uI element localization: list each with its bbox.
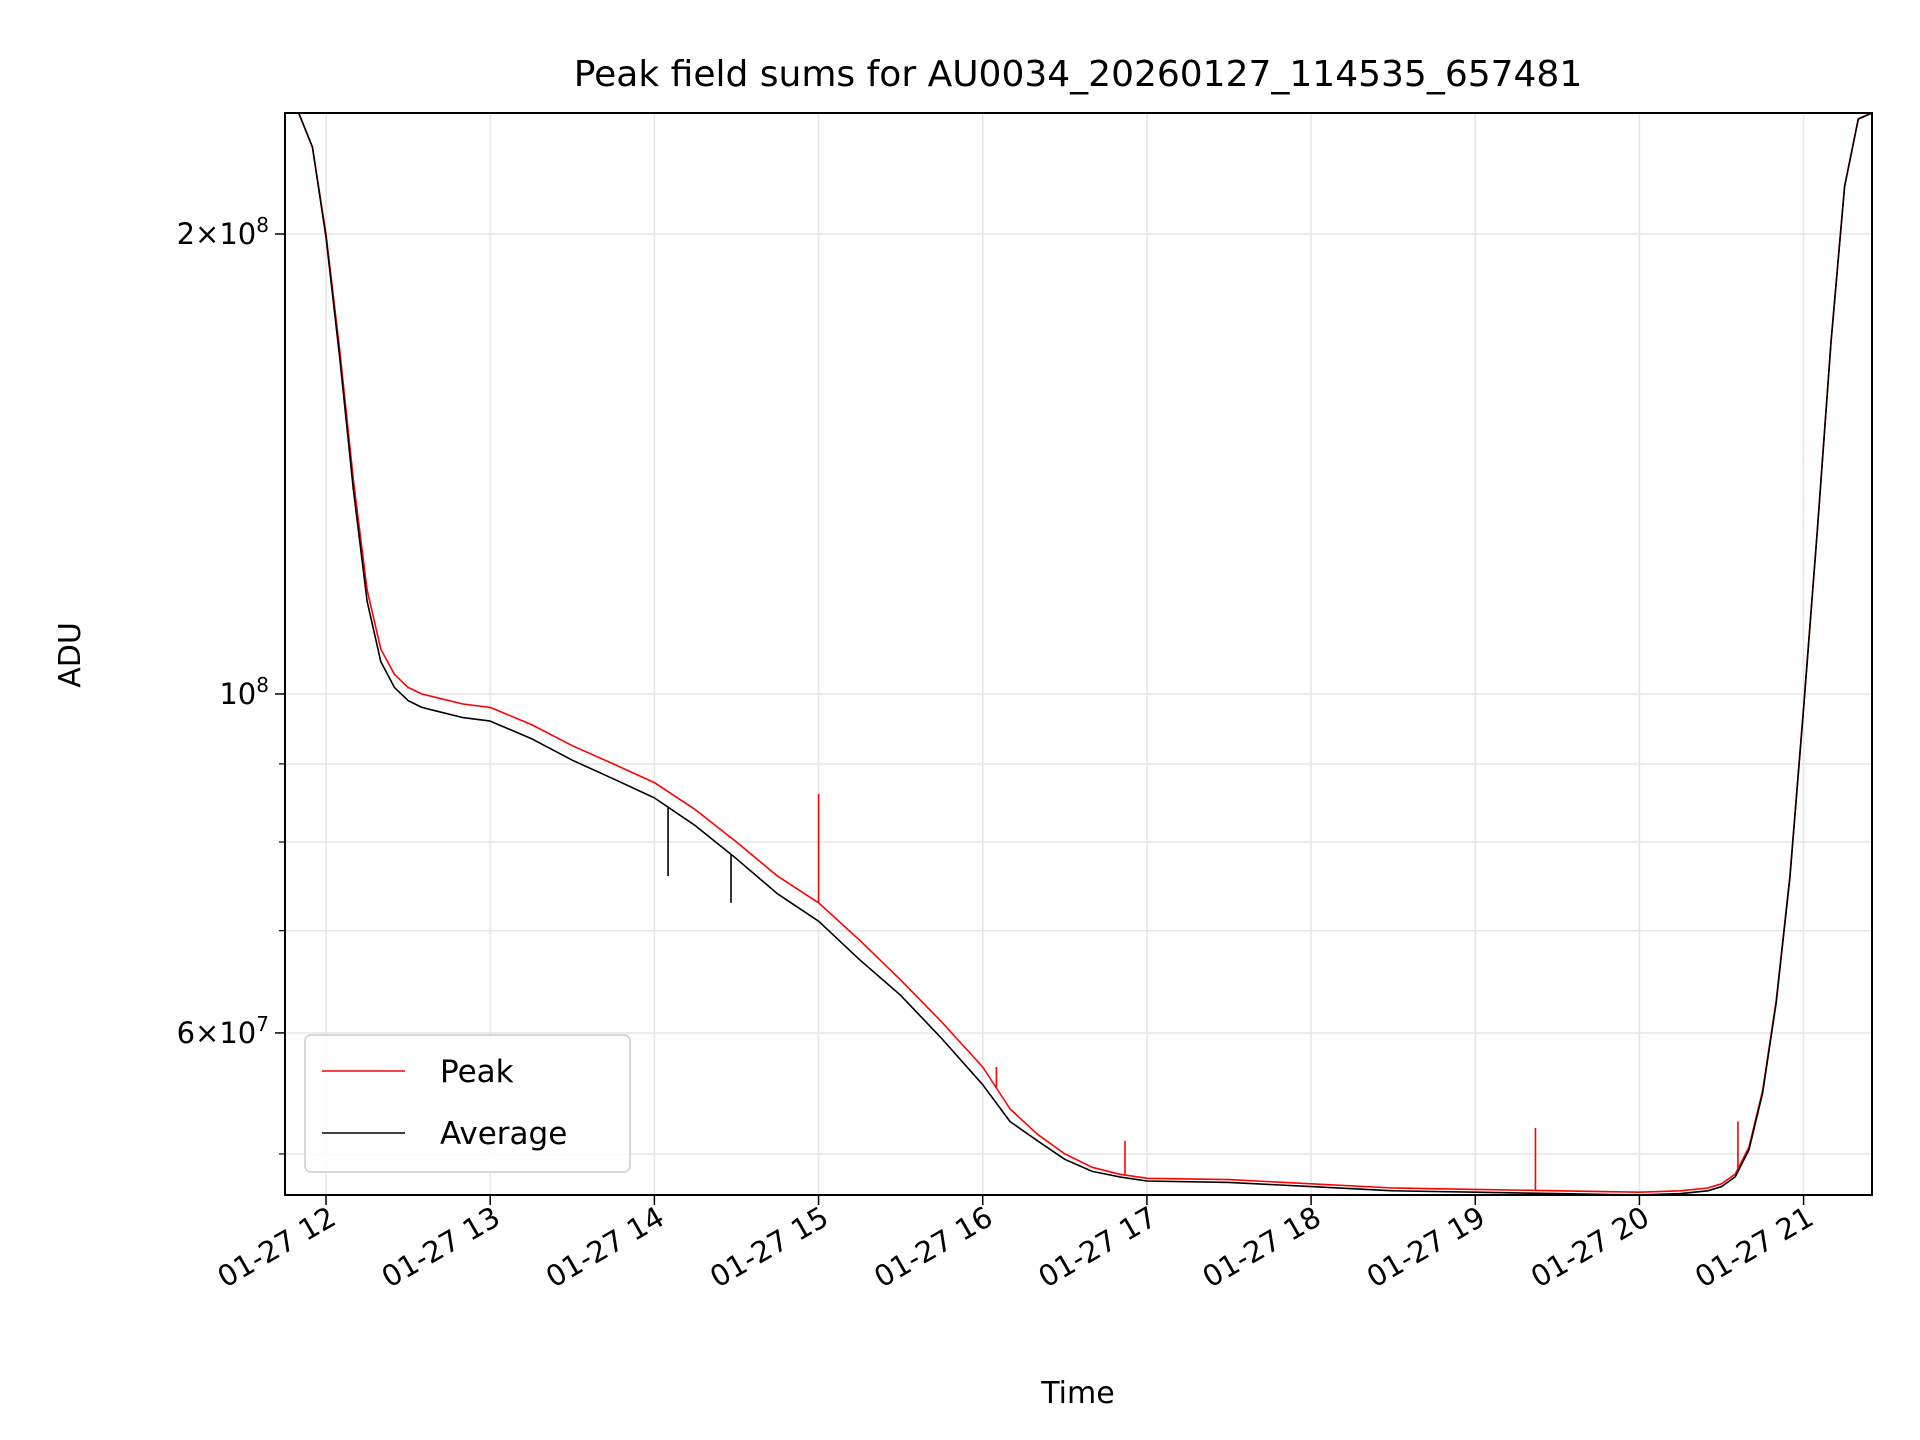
legend-box — [304, 1034, 631, 1173]
series-line-average — [285, 113, 1872, 1195]
x-axis-label: Time — [1040, 1376, 1114, 1411]
legend-label-average: Average — [440, 1116, 567, 1152]
series-layer — [285, 113, 1872, 1195]
grid-layer — [285, 113, 1872, 1195]
chart-title: Peak field sums for AU0034_20260127_1145… — [574, 54, 1583, 95]
legend-label-peak: Peak — [440, 1054, 514, 1090]
plot-frame — [284, 112, 1873, 1196]
y-tick-label: 2×108 — [177, 213, 269, 251]
legend: Peak Average — [304, 1034, 631, 1173]
y-axis-label: ADU — [53, 622, 88, 688]
y-tick-label: 6×107 — [177, 1012, 269, 1050]
